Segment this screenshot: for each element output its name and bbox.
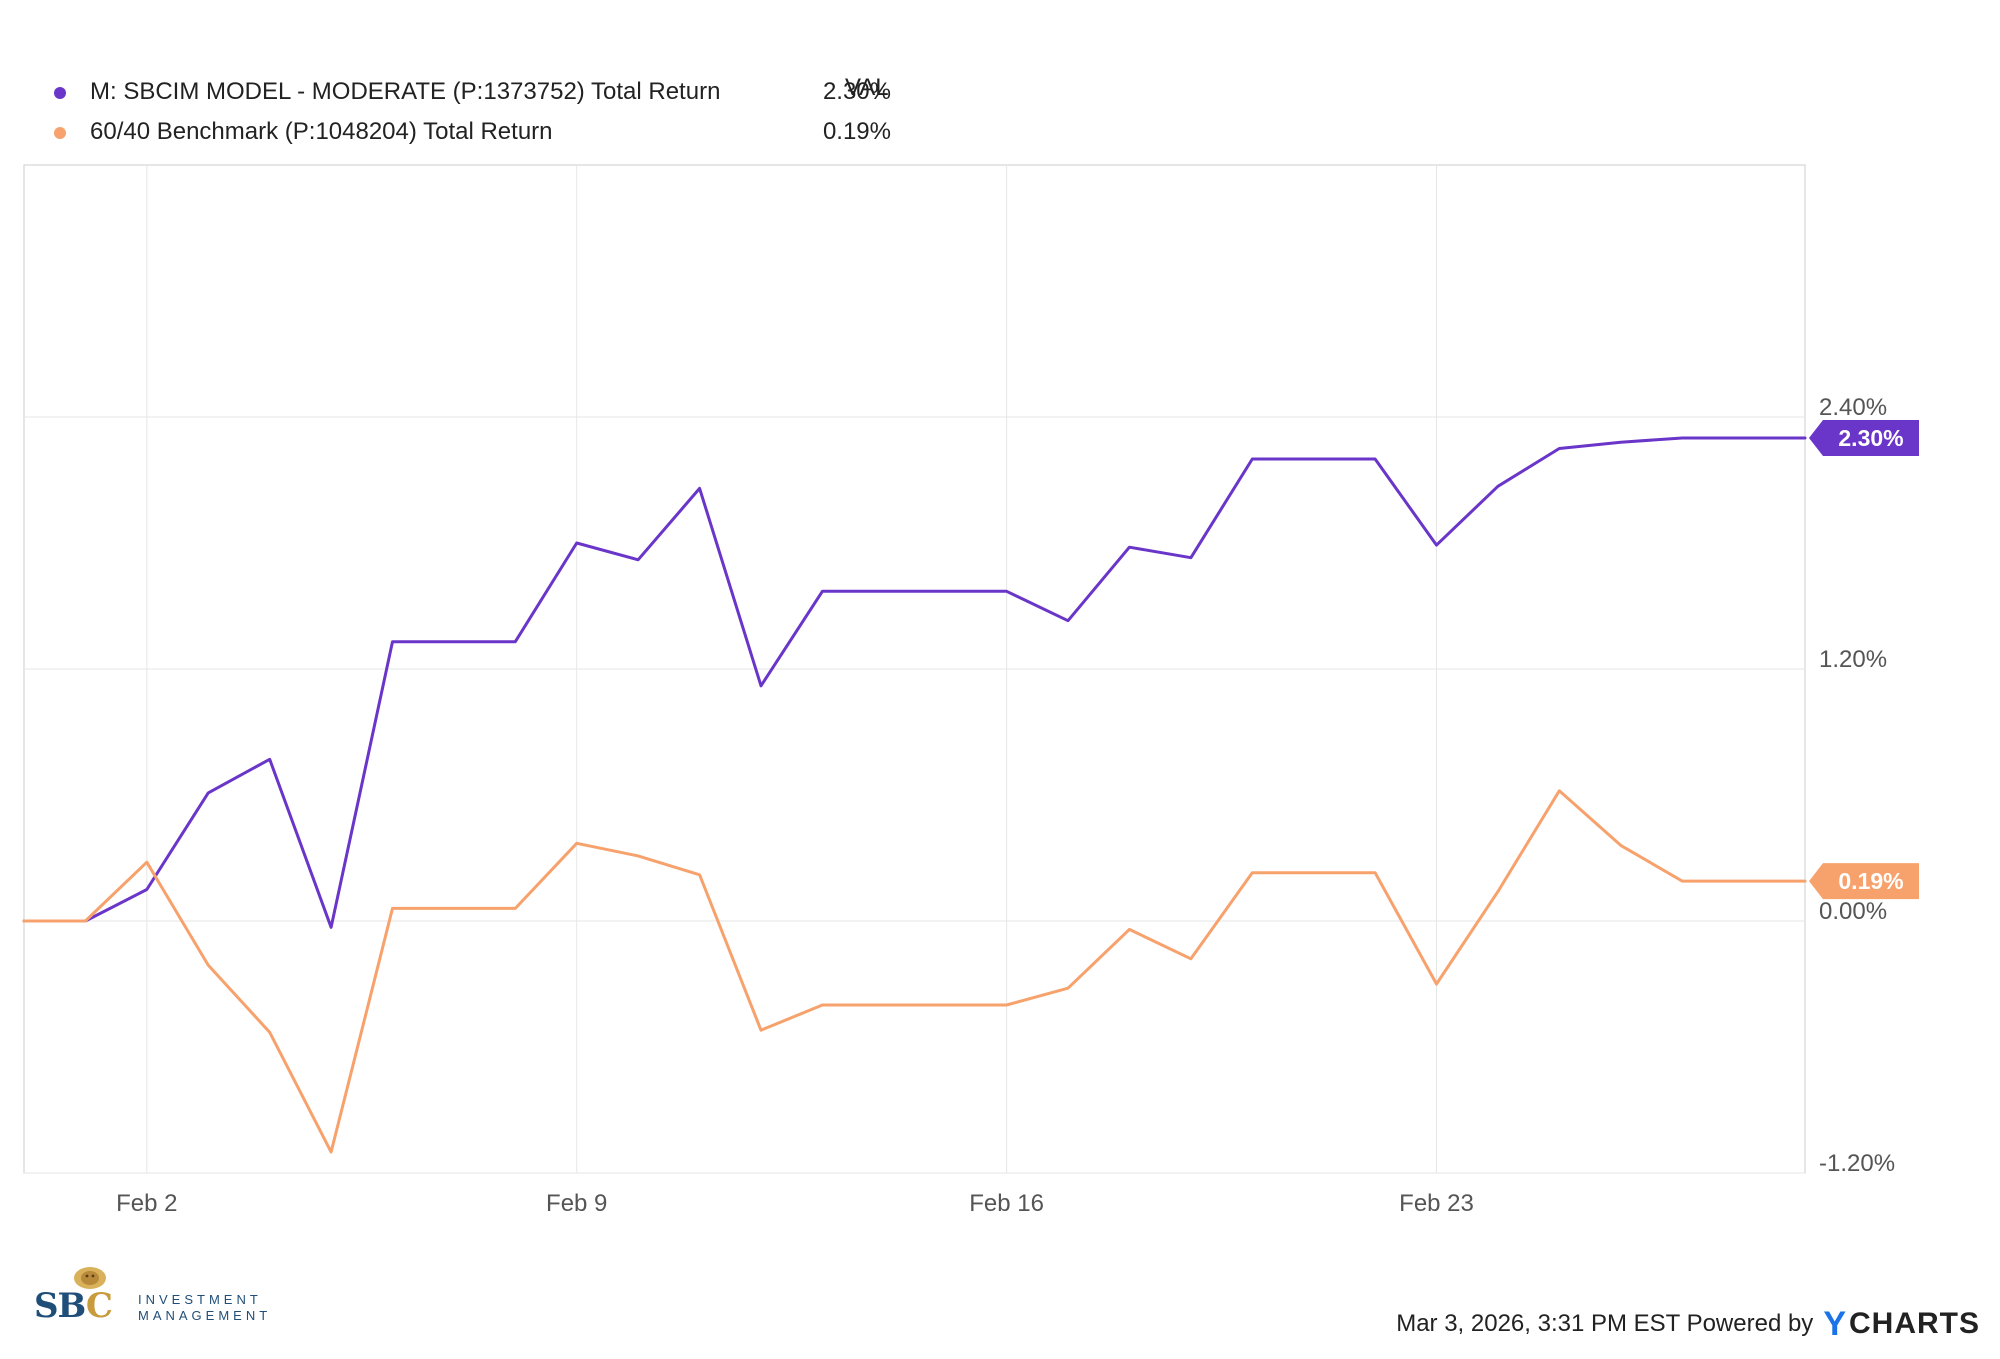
legend-series-value: 0.19% [822,118,891,145]
footer-timestamp: Mar 3, 2026, 3:31 PM EST Powered by [1396,1310,1814,1337]
y-tick-label: -1.20% [1819,1150,1895,1177]
y-tick-label: 0.00% [1819,898,1887,925]
footer: Mar 3, 2026, 3:31 PM EST Powered by Y CH… [1396,1299,1980,1349]
end-value-label: 0.19% [1838,868,1903,894]
legend-series-value: 2.30% [822,78,891,105]
end-value-label: 2.30% [1838,425,1903,451]
logo-line-investment: INVESTMENT [138,1292,262,1307]
logo-letters-sb: SB [34,1286,87,1326]
y-tick-label: 2.40% [1819,394,1887,421]
legend-dot-icon [54,127,66,139]
lion-emblem-icon [74,1267,106,1289]
ycharts-wordmark: CHARTS [1849,1307,1980,1340]
ycharts-y-icon: Y [1823,1304,1847,1343]
y-tick-label: 1.20% [1819,646,1887,673]
logo-letters: SBC [34,1286,113,1326]
series-line-1 [22,789,1807,1154]
x-tick-label: Feb 9 [546,1190,607,1217]
logo-letter-c: C [85,1286,113,1326]
x-tick-label: Feb 23 [1399,1190,1474,1217]
x-tick-label: Feb 2 [116,1190,177,1217]
end-value-flag [1809,863,1919,900]
series-line-0 [22,436,1807,929]
legend-series-name: 60/40 Benchmark (P:1048204) Total Return [90,118,553,145]
legend-series-name: M: SBCIM MODEL - MODERATE (P:1373752) To… [90,78,721,105]
legend-column-header: VAL [845,74,889,101]
end-value-flag [1809,420,1919,456]
legend-dot-icon [54,87,66,99]
logo-line-management: MANAGEMENT [138,1308,272,1323]
sbc-investment-management-logo: SBC INVESTMENT MANAGEMENT [34,1262,294,1332]
x-tick-label: Feb 16 [969,1190,1044,1217]
ycharts-logo[interactable]: Y CHARTS [1823,1305,1980,1344]
